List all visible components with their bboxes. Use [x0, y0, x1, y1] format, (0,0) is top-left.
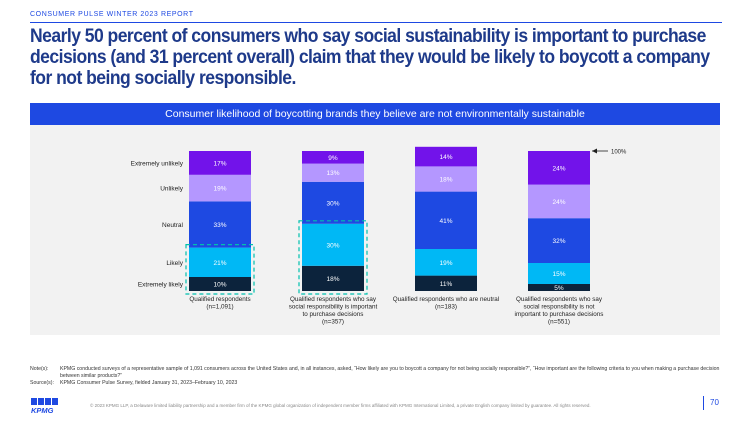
bar-segment [415, 249, 477, 276]
source-text: KPMG Consumer Pulse Survey, fielded Janu… [60, 380, 238, 386]
bar-segment [528, 151, 590, 185]
notes-label: Note(s): [30, 366, 49, 372]
series-label: Extremely unlikely [131, 160, 184, 167]
stacked-bar-chart: 10%21%33%19%17%Qualified respondents(n=1… [131, 146, 627, 326]
bar-segment [302, 181, 364, 224]
bar-segment [189, 277, 251, 291]
notes-text: KPMG conducted surveys of a representati… [60, 366, 720, 379]
data-label: 5% [554, 285, 564, 292]
category-label: to purchase decisions [303, 311, 364, 318]
data-label: 14% [439, 154, 452, 161]
bar-segment [528, 218, 590, 263]
bar-segment [302, 223, 364, 266]
data-label: 32% [552, 238, 565, 245]
header-divider [30, 22, 722, 23]
data-label: 33% [213, 222, 226, 229]
data-label: 18% [326, 276, 339, 283]
page-headline: Nearly 50 percent of consumers who say s… [30, 25, 710, 89]
bar-segment [189, 151, 251, 175]
kpmg-logo-text: KPMG [31, 406, 54, 415]
notes-section: Note(s): KPMG conducted surveys of a rep… [30, 366, 720, 387]
data-label: 11% [440, 281, 453, 288]
bar-segment [415, 191, 477, 249]
data-label: 30% [326, 200, 339, 207]
data-label: 24% [552, 165, 565, 172]
series-label: Extremely likely [138, 282, 184, 289]
data-label: 13% [326, 170, 339, 177]
data-label: 30% [326, 242, 339, 249]
data-label: 17% [213, 160, 226, 167]
annotation-arrowhead [592, 148, 597, 154]
category-label: (n=551) [548, 319, 570, 326]
bar-segment [528, 184, 590, 219]
category-label: Qualified respondents [189, 296, 250, 303]
bar-segment [302, 163, 364, 182]
kpmg-logo: KPMG [31, 398, 58, 415]
page-number-divider [703, 396, 704, 410]
bar-segment [415, 146, 477, 167]
data-label: 19% [213, 186, 226, 193]
category-label: (n=1,091) [206, 304, 233, 311]
category-label: Qualified respondents who say [516, 296, 603, 303]
page-number: 70 [710, 398, 719, 407]
footer-legal: © 2023 KPMG LLP, a Delaware limited liab… [90, 403, 591, 408]
series-label: Unlikely [160, 186, 184, 193]
bar-segment [189, 247, 251, 277]
chart-title: Consumer likelihood of boycotting brands… [30, 103, 720, 125]
bar-segment [528, 263, 590, 284]
data-label: 19% [439, 260, 452, 267]
chart-area: 10% 21% 33% 19% 17% Qualified respondents (n=1… [30, 125, 720, 335]
highlight-box [185, 243, 255, 295]
data-label: 9% [328, 155, 338, 162]
category-label: (n=183) [435, 304, 457, 311]
bar-segment [302, 265, 364, 291]
report-label: CONSUMER PULSE WINTER 2023 REPORT [30, 11, 194, 18]
series-label: Likely [166, 260, 183, 267]
data-label: 41% [439, 218, 452, 225]
bar-segment [415, 275, 477, 291]
bar-segment [415, 166, 477, 192]
data-label: 18% [439, 177, 452, 184]
bar-segment [528, 284, 590, 291]
category-label: (n=357) [322, 319, 344, 326]
annotation-label: 100% [611, 150, 627, 156]
category-label: Qualified respondents who say [290, 296, 377, 303]
bar-segment [302, 151, 364, 164]
source-label: Source(s): [30, 380, 54, 386]
category-label: social responsibility is not [523, 304, 594, 311]
bar-segment [189, 174, 251, 202]
category-label: social responsibility is important [289, 304, 378, 311]
series-label: Neutral [162, 222, 184, 229]
category-label: Qualified respondents who are neutral [393, 296, 499, 303]
data-label: 10% [213, 282, 226, 289]
data-label: 21% [213, 260, 226, 267]
category-label: important to purchase decisions [515, 311, 604, 318]
highlight-box [298, 220, 368, 295]
bar-segment [189, 201, 251, 248]
data-label: 24% [552, 199, 565, 206]
data-label: 15% [552, 271, 565, 278]
